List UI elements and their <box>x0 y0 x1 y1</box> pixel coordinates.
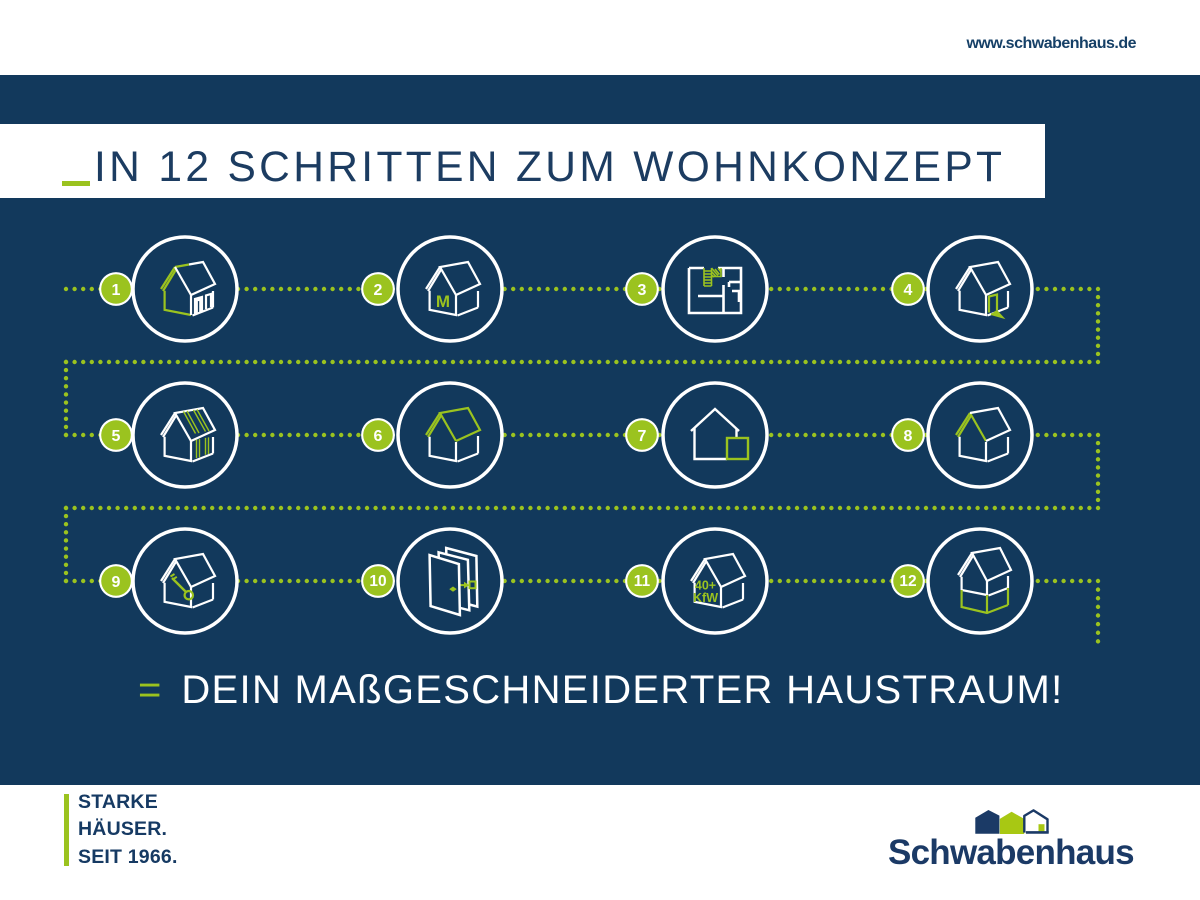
svg-text:8: 8 <box>904 428 913 445</box>
svg-text:11: 11 <box>634 573 651 590</box>
svg-text:M: M <box>436 292 450 311</box>
svg-text:3: 3 <box>638 282 647 299</box>
svg-text:KfW: KfW <box>693 591 718 605</box>
svg-text:12: 12 <box>899 573 916 590</box>
svg-text:40+: 40+ <box>695 579 716 593</box>
svg-text:4: 4 <box>904 282 913 299</box>
svg-text:7: 7 <box>638 428 647 445</box>
svg-text:2: 2 <box>374 282 383 299</box>
svg-text:6: 6 <box>374 428 383 445</box>
svg-text:10: 10 <box>369 573 386 590</box>
svg-text:1: 1 <box>112 282 121 299</box>
svg-text:5: 5 <box>112 428 121 445</box>
svg-text:9: 9 <box>112 574 121 591</box>
